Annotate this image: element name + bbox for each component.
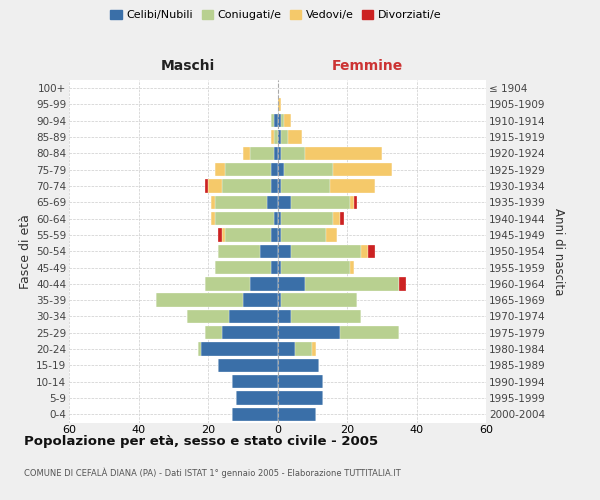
Bar [277,212,281,226]
Bar [218,358,277,372]
Bar [281,294,358,307]
Bar [277,392,323,404]
Bar [292,196,350,209]
Bar [271,180,277,192]
Bar [284,163,333,176]
Bar [368,244,375,258]
Bar [340,212,344,226]
Bar [277,180,281,192]
Bar [205,277,250,290]
Bar [288,130,302,144]
Bar [250,277,277,290]
Bar [329,180,375,192]
Bar [399,277,406,290]
Bar [274,212,277,226]
Y-axis label: Fasce di età: Fasce di età [19,214,32,288]
Bar [208,180,222,192]
Bar [350,196,354,209]
Bar [201,342,277,356]
Bar [271,114,274,128]
Bar [187,310,229,323]
Bar [277,277,305,290]
Bar [277,114,281,128]
Bar [271,130,274,144]
Bar [205,326,222,340]
Bar [271,261,277,274]
Legend: Celibi/Nubili, Coniugati/e, Vedovi/e, Divorziati/e: Celibi/Nubili, Coniugati/e, Vedovi/e, Di… [106,6,446,25]
Text: Femmine: Femmine [332,59,403,73]
Bar [197,342,201,356]
Bar [236,392,277,404]
Bar [271,228,277,241]
Bar [277,146,281,160]
Bar [312,342,316,356]
Bar [226,228,271,241]
Bar [218,228,222,241]
Bar [243,146,250,160]
Bar [277,408,316,421]
Bar [274,114,277,128]
Bar [222,228,226,241]
Bar [232,375,277,388]
Bar [295,342,312,356]
Text: Popolazione per età, sesso e stato civile - 2005: Popolazione per età, sesso e stato civil… [24,435,378,448]
Bar [232,408,277,421]
Bar [350,261,354,274]
Bar [277,294,281,307]
Text: Maschi: Maschi [161,59,215,73]
Bar [281,180,329,192]
Bar [229,310,277,323]
Bar [277,196,292,209]
Bar [211,196,215,209]
Bar [215,212,274,226]
Bar [281,146,305,160]
Bar [333,163,392,176]
Bar [277,130,281,144]
Bar [277,358,319,372]
Bar [354,196,358,209]
Bar [340,326,399,340]
Bar [277,310,292,323]
Bar [281,228,326,241]
Bar [292,244,361,258]
Bar [281,114,284,128]
Bar [222,180,271,192]
Bar [243,294,277,307]
Bar [218,244,260,258]
Bar [215,163,226,176]
Bar [277,342,295,356]
Bar [326,228,337,241]
Text: COMUNE DI CEFALÀ DIANA (PA) - Dati ISTAT 1° gennaio 2005 - Elaborazione TUTTITAL: COMUNE DI CEFALÀ DIANA (PA) - Dati ISTAT… [24,468,401,478]
Bar [281,130,288,144]
Bar [277,228,281,241]
Bar [284,114,292,128]
Bar [250,146,274,160]
Bar [260,244,277,258]
Bar [215,196,267,209]
Bar [222,326,277,340]
Bar [305,146,382,160]
Bar [277,163,284,176]
Bar [281,261,350,274]
Bar [274,146,277,160]
Bar [215,261,271,274]
Bar [156,294,243,307]
Bar [333,212,340,226]
Y-axis label: Anni di nascita: Anni di nascita [552,208,565,295]
Bar [277,244,292,258]
Bar [267,196,277,209]
Bar [277,326,340,340]
Bar [211,212,215,226]
Bar [292,310,361,323]
Bar [305,277,399,290]
Bar [281,212,333,226]
Bar [271,163,277,176]
Bar [361,244,368,258]
Bar [274,130,277,144]
Bar [277,375,323,388]
Bar [277,261,281,274]
Bar [226,163,271,176]
Bar [277,98,281,111]
Bar [205,180,208,192]
